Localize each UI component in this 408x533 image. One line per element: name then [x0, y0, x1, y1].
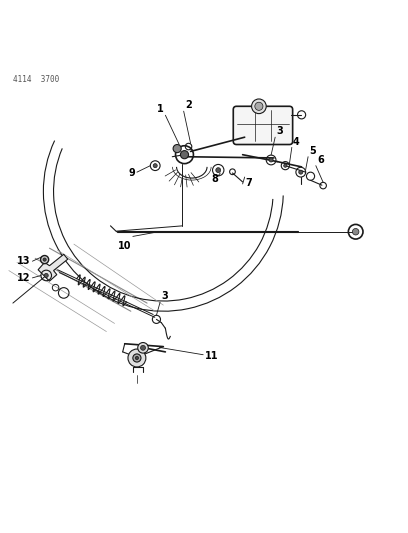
Text: 1: 1 — [157, 103, 163, 114]
Circle shape — [141, 345, 145, 350]
Circle shape — [269, 158, 273, 162]
Circle shape — [353, 229, 359, 235]
Circle shape — [44, 273, 48, 278]
Circle shape — [138, 343, 148, 353]
Text: 3: 3 — [161, 291, 168, 301]
Circle shape — [173, 144, 181, 152]
Text: 6: 6 — [317, 155, 324, 165]
Text: 5: 5 — [309, 146, 316, 156]
Text: 9: 9 — [128, 168, 135, 178]
Circle shape — [180, 151, 188, 159]
Circle shape — [255, 102, 263, 110]
Circle shape — [128, 349, 146, 367]
Text: 4114  3700: 4114 3700 — [13, 75, 59, 84]
Circle shape — [40, 255, 49, 264]
Circle shape — [153, 164, 157, 168]
Text: 2: 2 — [186, 100, 193, 110]
Text: 3: 3 — [276, 126, 283, 136]
Circle shape — [284, 164, 287, 167]
Text: 4: 4 — [293, 136, 299, 147]
Circle shape — [133, 354, 141, 362]
Circle shape — [135, 357, 139, 360]
Circle shape — [43, 258, 46, 261]
Text: 13: 13 — [17, 256, 31, 266]
Text: 12: 12 — [17, 273, 30, 283]
Circle shape — [252, 99, 266, 114]
Text: 7: 7 — [246, 178, 252, 188]
Polygon shape — [38, 254, 68, 281]
FancyBboxPatch shape — [233, 106, 293, 144]
Text: 11: 11 — [205, 351, 218, 361]
Circle shape — [299, 170, 303, 174]
Text: 8: 8 — [211, 174, 218, 184]
Circle shape — [216, 168, 221, 173]
Text: 10: 10 — [118, 241, 131, 251]
